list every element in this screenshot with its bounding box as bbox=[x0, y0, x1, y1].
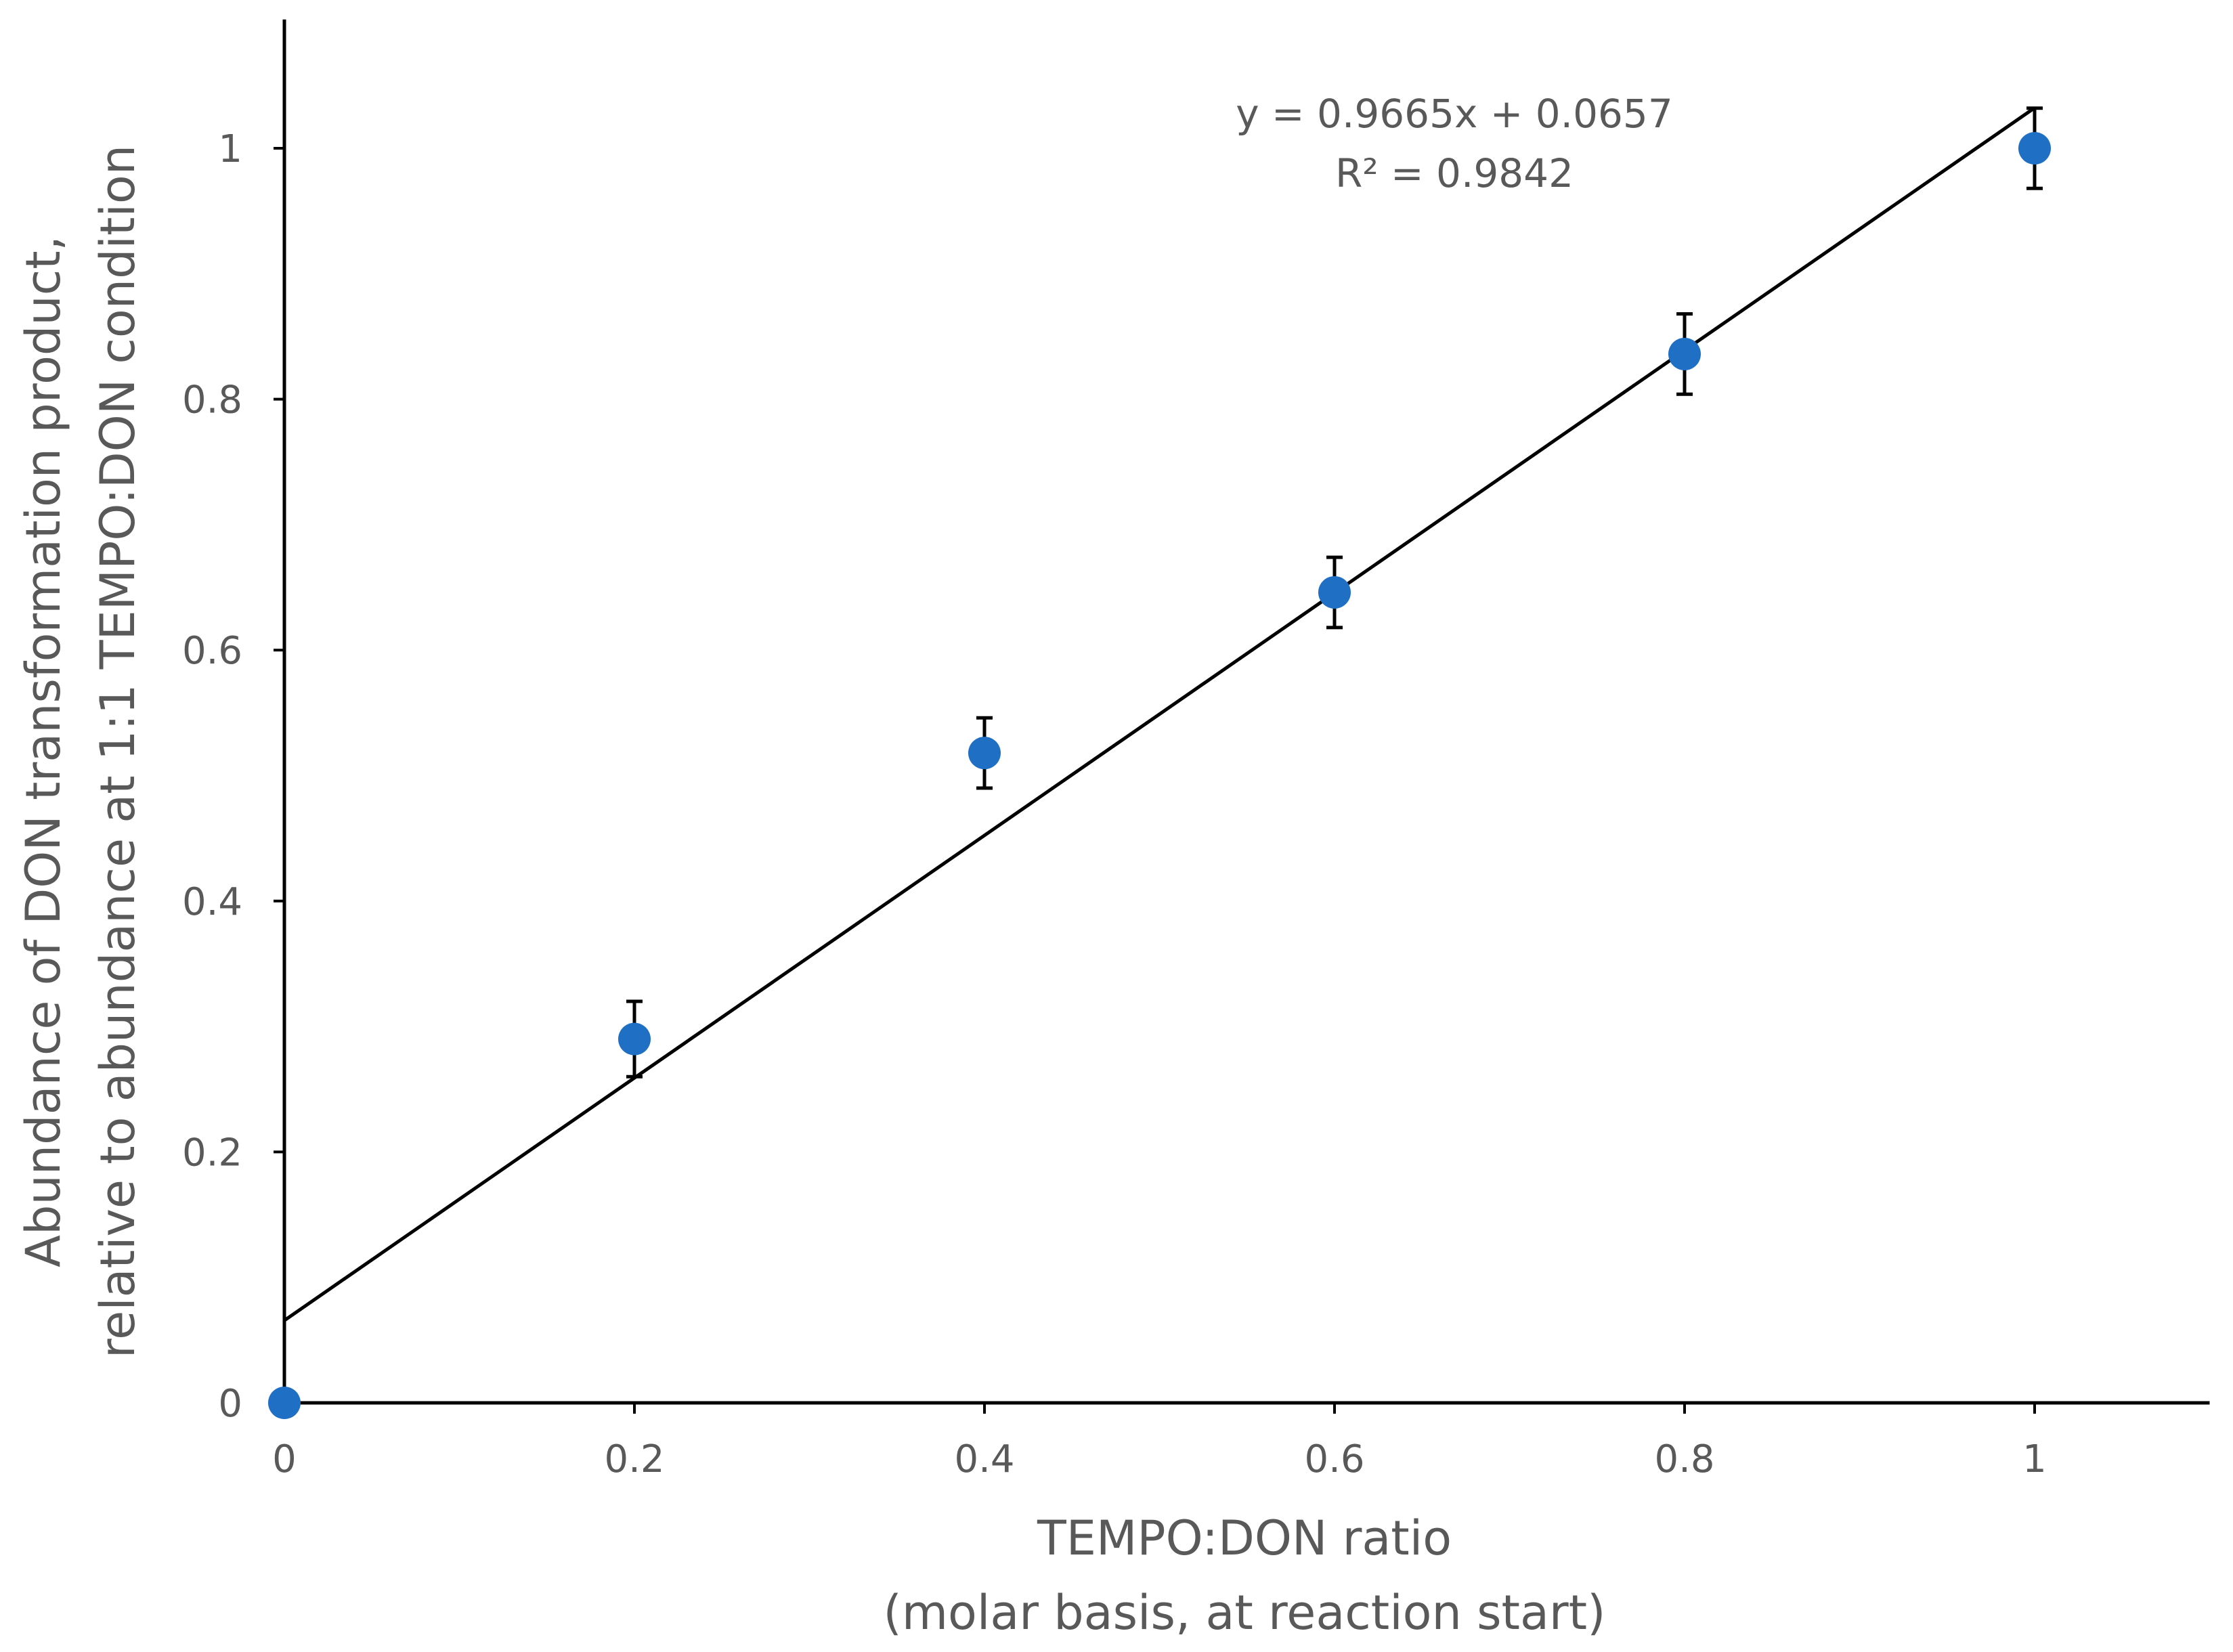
y-tick-label: 0.8 bbox=[182, 378, 242, 422]
x-tick-label: 0.4 bbox=[954, 1437, 1014, 1481]
data-point bbox=[268, 1387, 301, 1419]
r-squared-value: R² = 0.9842 bbox=[1335, 150, 1574, 196]
y-tick-label: 0.6 bbox=[182, 629, 242, 673]
x-tick-label: 0.2 bbox=[604, 1437, 664, 1481]
trendline bbox=[283, 106, 2036, 1322]
y-axis-title-line-1: Abundance of DON transformation product, bbox=[16, 236, 71, 1267]
x-tick-label: 0.8 bbox=[1654, 1437, 1714, 1481]
data-point bbox=[618, 1022, 651, 1056]
x-tick-label: 1 bbox=[2022, 1437, 2047, 1481]
y-axis-title-line-2: relative to abundance at 1:1 TEMPO:DON c… bbox=[90, 145, 146, 1358]
y-tick-label: 0.2 bbox=[182, 1131, 242, 1175]
x-axis-title-line-1: TEMPO:DON ratio bbox=[1037, 1510, 1452, 1566]
data-point-layer bbox=[268, 132, 2051, 1419]
trendline-layer bbox=[283, 106, 2036, 1322]
y-tick-label: 1 bbox=[218, 127, 242, 171]
data-point bbox=[1668, 337, 1701, 370]
axes-layer bbox=[274, 19, 2210, 1414]
regression-equation: y = 0.9665x + 0.0657 bbox=[1236, 91, 1672, 137]
y-tick-label: 0.4 bbox=[182, 880, 242, 924]
tick-label-layer: 0 0.2 0.4 0.6 0.8 1 0 0.2 0.4 0.6 0.8 1 bbox=[182, 127, 2047, 1481]
data-point bbox=[2018, 132, 2051, 165]
axis-title-layer: TEMPO:DON ratio (molar basis, at reaction… bbox=[16, 145, 1605, 1640]
data-point bbox=[1318, 575, 1351, 609]
x-tick-label: 0 bbox=[272, 1437, 297, 1481]
x-axis-title-line-2: (molar basis, at reaction start) bbox=[884, 1585, 1606, 1640]
y-tick-label: 0 bbox=[218, 1382, 242, 1426]
x-tick-label: 0.6 bbox=[1304, 1437, 1364, 1481]
data-point bbox=[968, 737, 1001, 770]
annotation-layer: y = 0.9665x + 0.0657 R² = 0.9842 bbox=[1236, 91, 1672, 196]
